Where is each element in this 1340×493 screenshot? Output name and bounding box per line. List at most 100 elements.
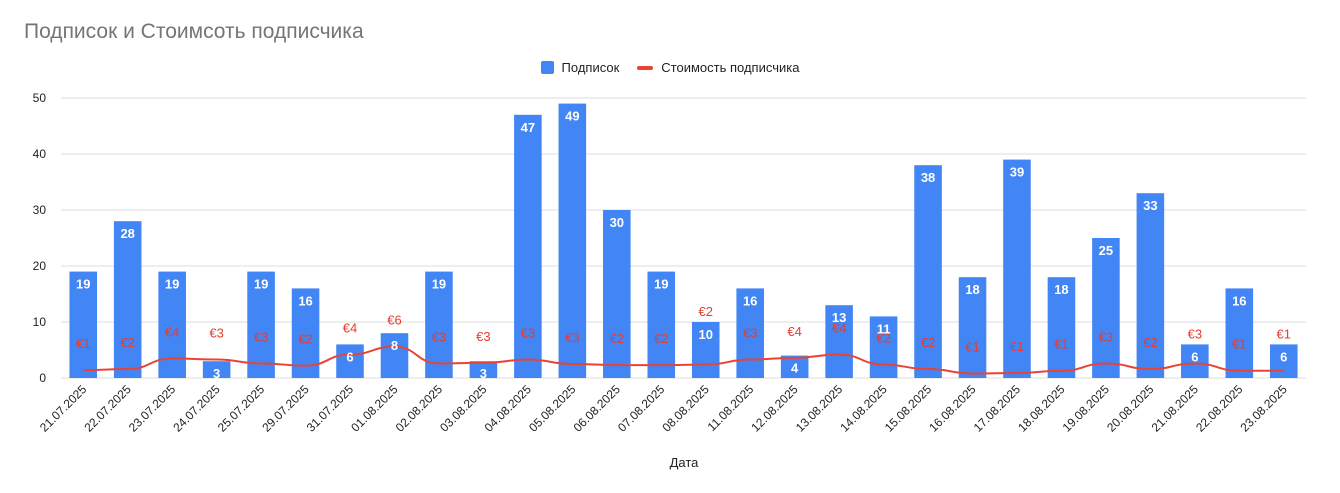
cost-value-label: €4 (787, 324, 801, 339)
y-tick-label: 30 (33, 203, 47, 217)
legend-label-cost: Стоимость подписчика (661, 60, 800, 75)
bar-value-label: 4 (791, 361, 799, 376)
cost-value-label: €2 (298, 332, 312, 347)
bar (647, 271, 676, 378)
x-tick-label: 23.08.2025 (1238, 382, 1291, 435)
bar-value-label: 25 (1099, 243, 1113, 258)
cost-value-label: €2 (654, 331, 668, 346)
x-tick-label: 19.08.2025 (1060, 382, 1113, 435)
cost-value-label: €2 (876, 331, 890, 346)
legend-label-subscriptions: Подписок (561, 60, 620, 75)
x-tick-label: 24.07.2025 (170, 382, 223, 435)
x-axis-title: Дата (670, 455, 700, 470)
bar (869, 316, 898, 378)
bar-value-label: 16 (298, 293, 312, 308)
bar (113, 221, 142, 378)
x-tick-label: 22.08.2025 (1193, 382, 1246, 435)
bar-value-label: 19 (654, 277, 668, 292)
cost-value-label: €2 (1143, 335, 1157, 350)
bar (158, 271, 186, 378)
cost-line (83, 345, 1284, 375)
x-tick-label: 06.08.2025 (571, 382, 624, 435)
bar-value-label: 19 (165, 277, 179, 292)
x-tick-label: 17.08.2025 (971, 382, 1024, 435)
chart-title: Подписок и Стоимсоть подписчика (24, 20, 364, 43)
cost-line-path (83, 345, 1284, 375)
bar (202, 361, 231, 378)
y-tick-label: 20 (33, 259, 47, 273)
bar-value-label: 18 (1054, 282, 1068, 297)
bar (69, 271, 98, 378)
bar-value-label: 38 (921, 170, 935, 185)
bar-value-label: 10 (698, 327, 712, 342)
bar-value-label: 3 (213, 366, 220, 381)
x-tick-label: 02.08.2025 (393, 382, 446, 435)
bar (1003, 159, 1031, 378)
y-axis-ticks: 0 10 20 30 40 50 (33, 91, 47, 385)
y-tick-label: 10 (33, 315, 47, 329)
cost-value-label: €1 (965, 340, 979, 355)
cost-value-label: €1 (1232, 337, 1246, 352)
bar-value-label: 30 (610, 215, 624, 230)
cost-value-label: €4 (343, 320, 357, 335)
cost-value-label: €4 (832, 320, 846, 335)
bar (291, 288, 320, 378)
cost-value-label: €3 (254, 329, 268, 344)
bar (425, 271, 453, 378)
bar (914, 165, 942, 378)
x-tick-label: 22.07.2025 (81, 382, 134, 435)
bar (958, 277, 987, 378)
bar (1136, 193, 1165, 378)
bar-value-label: 6 (1191, 349, 1198, 364)
bar (247, 271, 275, 378)
bar (691, 322, 720, 378)
cost-value-label: €3 (1099, 329, 1113, 344)
bar-value-label: 28 (120, 226, 134, 241)
x-tick-label: 25.07.2025 (215, 382, 268, 435)
bar (1047, 277, 1076, 378)
bar (336, 344, 364, 378)
cost-value-label: €1 (76, 336, 90, 351)
bar (1092, 238, 1120, 378)
cost-value-label: €2 (921, 335, 935, 350)
x-tick-label: 14.08.2025 (837, 382, 890, 435)
bar (780, 355, 809, 378)
bar-value-label: 11 (877, 321, 891, 336)
bar (1225, 288, 1254, 378)
bar-value-label: 47 (521, 120, 535, 135)
bar (1269, 344, 1298, 378)
bar-value-label: 49 (565, 109, 579, 124)
cost-value-label: €3 (565, 330, 579, 345)
bar (1181, 344, 1209, 378)
x-tick-label: 15.08.2025 (882, 382, 935, 435)
bar-value-label: 33 (1143, 198, 1157, 213)
x-tick-label: 18.08.2025 (1015, 382, 1068, 435)
bar-value-label: 6 (1280, 349, 1287, 364)
bar-value-label: 39 (1010, 165, 1024, 180)
cost-value-label: €2 (120, 335, 134, 350)
x-tick-label: 04.08.2025 (482, 382, 535, 435)
legend-item-cost[interactable]: Стоимость подписчика (637, 60, 799, 75)
x-tick-label: 12.08.2025 (748, 382, 801, 435)
x-tick-label: 29.07.2025 (259, 382, 312, 435)
cost-value-label: €4 (165, 324, 179, 339)
x-tick-label: 13.08.2025 (793, 382, 846, 435)
bar-value-label: 19 (254, 277, 268, 292)
cost-value-label: €3 (1188, 326, 1202, 341)
bars (69, 103, 1298, 379)
x-tick-label: 21.08.2025 (1149, 382, 1202, 435)
cost-value-label: €3 (476, 329, 490, 344)
bar-value-label: 6 (346, 349, 353, 364)
x-tick-label: 16.08.2025 (926, 382, 979, 435)
bar (380, 333, 409, 378)
y-tick-label: 0 (39, 371, 46, 385)
bar (514, 114, 542, 379)
x-tick-label: 08.08.2025 (659, 382, 712, 435)
legend-item-subscriptions[interactable]: Подписок (540, 60, 620, 75)
bar (825, 305, 853, 378)
bar (558, 103, 587, 378)
x-tick-label: 23.07.2025 (126, 382, 179, 435)
cost-value-label: €3 (432, 329, 446, 344)
cost-value-label: €2 (610, 331, 624, 346)
